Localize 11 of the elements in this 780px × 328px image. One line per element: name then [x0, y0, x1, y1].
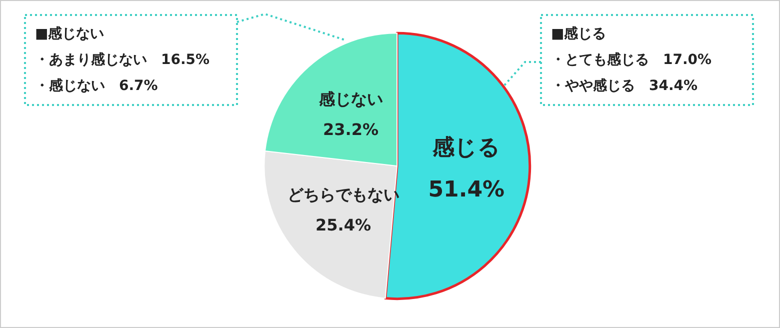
slice-label: 感じる — [431, 136, 500, 161]
data-label: 51.4% — [428, 177, 505, 202]
text: ■感じない — [35, 26, 104, 42]
text: ・あまり感じない 16.5% — [35, 52, 210, 68]
text: ■感じる — [551, 26, 606, 42]
text: ・感じない 6.7% — [35, 78, 158, 94]
data-label: 23.2% — [323, 120, 379, 139]
text: ・とても感じる 17.0% — [551, 52, 712, 68]
slice-label: 感じない — [318, 89, 383, 108]
text: ・やや感じる 34.4% — [551, 78, 698, 94]
data-label: 25.4% — [315, 216, 372, 235]
